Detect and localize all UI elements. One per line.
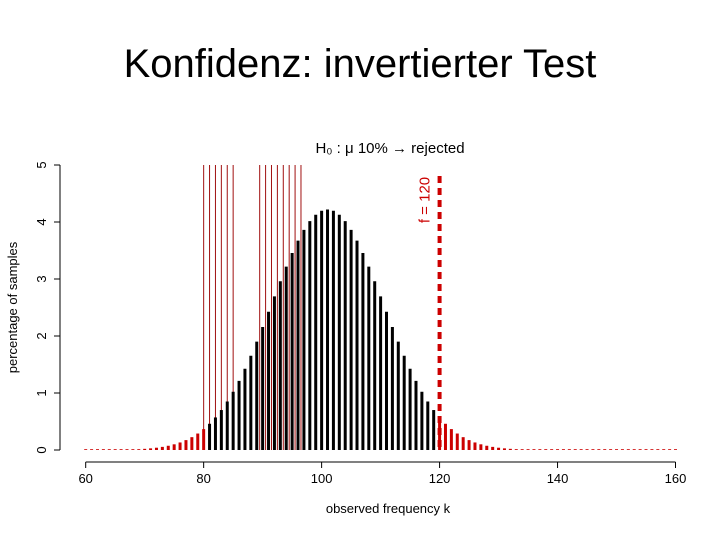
y-tick-label: 3 — [34, 275, 49, 282]
plot-title: H₀ : μ 10% → rejected — [315, 140, 464, 157]
y-tick-label: 0 — [34, 446, 49, 453]
y-tick-label: 4 — [34, 218, 49, 225]
x-tick-label: 60 — [78, 471, 92, 486]
y-axis-label: percentage of samples — [5, 241, 20, 373]
observed-value-label: f = 120 — [417, 177, 434, 223]
y-tick-label: 2 — [34, 332, 49, 339]
rejected-mu-bands — [203, 165, 302, 450]
y-tick-label: 5 — [34, 161, 49, 168]
y-tick-label: 1 — [34, 389, 49, 396]
x-tick-label: 160 — [665, 471, 687, 486]
x-tick-label: 120 — [429, 471, 451, 486]
x-tick-label: 100 — [311, 471, 333, 486]
x-tick-label: 140 — [547, 471, 569, 486]
bars — [84, 209, 678, 450]
slide-title: Konfidenz: invertierter Test — [123, 42, 597, 86]
x-tick-label: 80 — [196, 471, 210, 486]
axes: 60 80 100 120 140 160 0 1 2 3 4 5 — [34, 161, 686, 486]
x-axis-label: observed frequency k — [326, 501, 451, 516]
